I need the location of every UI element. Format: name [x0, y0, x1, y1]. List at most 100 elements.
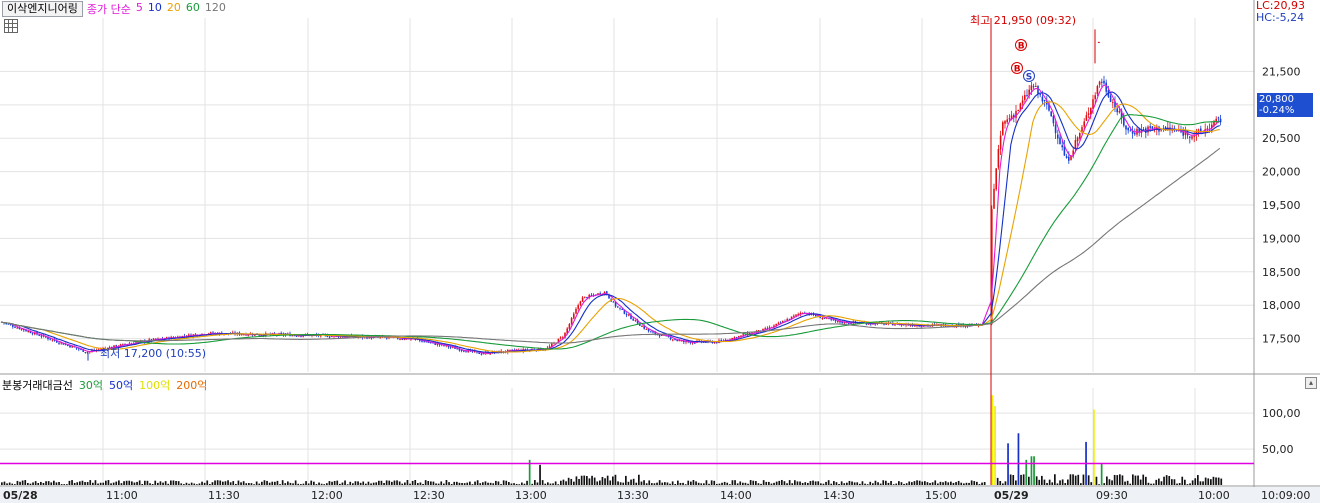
volume-bar: [838, 483, 840, 485]
volume-bar: [367, 481, 370, 485]
volume-bar: [471, 484, 474, 485]
volume-bar: [461, 482, 463, 485]
candle-body: [40, 335, 43, 337]
candle-body: [438, 344, 441, 346]
volume-bar: [125, 480, 128, 485]
candle-body: [1083, 121, 1085, 127]
volume-bar: [1012, 475, 1015, 485]
volume-bar: [1171, 479, 1173, 485]
volume-bar: [427, 481, 430, 485]
candle-body: [1131, 131, 1134, 134]
candle-body: [1021, 100, 1024, 104]
candle-body: [1004, 121, 1006, 124]
candle-body: [551, 343, 553, 347]
volume-bar: [895, 483, 898, 485]
volume-bar: [318, 482, 320, 485]
volume-bar: [107, 480, 110, 485]
candle-body: [64, 344, 67, 346]
volume-bar: [994, 405, 996, 485]
y-tick-label: 19,500: [1262, 199, 1301, 212]
candle-body: [210, 332, 212, 334]
volume-bar: [924, 481, 926, 485]
volume-bar: [1028, 476, 1030, 485]
volume-bar: [877, 482, 879, 485]
volume-bar: [872, 483, 874, 485]
volume-bar: [947, 482, 950, 485]
volume-bar: [983, 481, 986, 485]
candle-body: [1079, 133, 1081, 139]
volume-bar: [14, 484, 16, 485]
candle-body: [1019, 103, 1022, 110]
candle-body: [608, 294, 610, 299]
volume-bar: [742, 482, 744, 485]
candle-body: [1076, 137, 1079, 142]
volume-bar: [1191, 480, 1194, 485]
high-annotation: 최고 21,950 (09:32): [970, 14, 1077, 27]
candle-body: [1026, 94, 1028, 96]
candle-body: [639, 323, 641, 326]
volume-bar: [671, 481, 674, 485]
volume-bar: [1090, 482, 1093, 485]
volume-bar: [53, 480, 55, 485]
volume-bar: [567, 477, 570, 485]
volume-bar: [710, 480, 713, 485]
volume-bar: [768, 481, 770, 485]
axis-area: [1254, 0, 1320, 503]
volume-bar: [557, 484, 560, 485]
volume-bar: [331, 481, 333, 485]
candle-body: [581, 297, 584, 302]
stock-name[interactable]: 이삭엔지니어링: [2, 1, 83, 17]
candle-body: [1043, 100, 1046, 102]
ma-legend: 종가 단순 5 10 20 60 120: [87, 1, 226, 17]
candle-body: [342, 336, 344, 338]
candle-body: [1160, 130, 1162, 132]
volume-bar: [981, 482, 983, 485]
candle-body: [1120, 110, 1123, 119]
volume-bar: [856, 482, 859, 485]
volume-bar: [583, 475, 586, 485]
volume-bar: [112, 482, 115, 485]
volume-bar: [859, 483, 861, 485]
volume-bar: [310, 480, 313, 485]
candle-body: [685, 341, 687, 343]
volume-bar: [510, 483, 513, 485]
volume-bar: [708, 483, 710, 485]
grid-icon[interactable]: [4, 19, 18, 33]
volume-bar: [760, 483, 762, 485]
candle-body: [421, 340, 423, 342]
candle-body: [1010, 115, 1013, 120]
volume-bar: [544, 483, 547, 485]
candle-body: [86, 351, 89, 353]
candle-body: [58, 342, 60, 344]
volume-bar: [1129, 483, 1132, 485]
hc-value: HC:-5,24: [1256, 11, 1305, 24]
volume-bar: [448, 482, 450, 485]
volume-bar: [1035, 476, 1038, 485]
volume-bar: [1074, 475, 1077, 485]
volume-bar: [703, 483, 705, 485]
candle-body: [815, 314, 817, 317]
volume-bar: [268, 482, 271, 485]
volume-bar: [287, 481, 289, 485]
candle-body: [786, 319, 788, 322]
candle-body: [69, 345, 71, 348]
volume-bar: [1168, 475, 1171, 485]
volume-bar: [1163, 476, 1165, 485]
candle-body: [1094, 95, 1096, 100]
volume-bar: [255, 481, 258, 485]
volume-bar: [1124, 481, 1126, 485]
volume-bar: [851, 481, 853, 485]
volume-bar: [307, 483, 310, 485]
ma-60-line: [0, 114, 1220, 350]
lc-hc-info: LC:20,93 HC:-5,24: [1256, 0, 1305, 24]
volume-bar: [1210, 479, 1212, 485]
collapse-volume-panel-icon[interactable]: ▴: [1305, 377, 1317, 389]
volume-bar: [305, 481, 307, 485]
volume-bar: [1080, 483, 1082, 485]
candle-body: [1105, 82, 1107, 92]
candle-body: [1127, 127, 1129, 131]
candle-body: [797, 313, 799, 315]
volume-bar: [219, 480, 222, 485]
candle-body: [480, 353, 483, 355]
